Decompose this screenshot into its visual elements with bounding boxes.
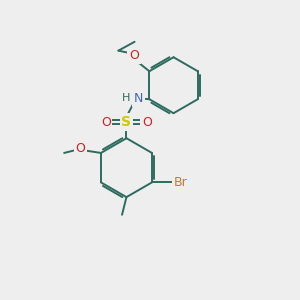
Text: O: O	[129, 50, 139, 62]
Text: H: H	[122, 93, 130, 103]
Text: S: S	[122, 115, 131, 129]
Text: O: O	[101, 116, 111, 128]
Text: Br: Br	[174, 176, 188, 189]
Text: O: O	[75, 142, 85, 155]
Text: N: N	[134, 92, 143, 105]
Text: O: O	[142, 116, 152, 128]
